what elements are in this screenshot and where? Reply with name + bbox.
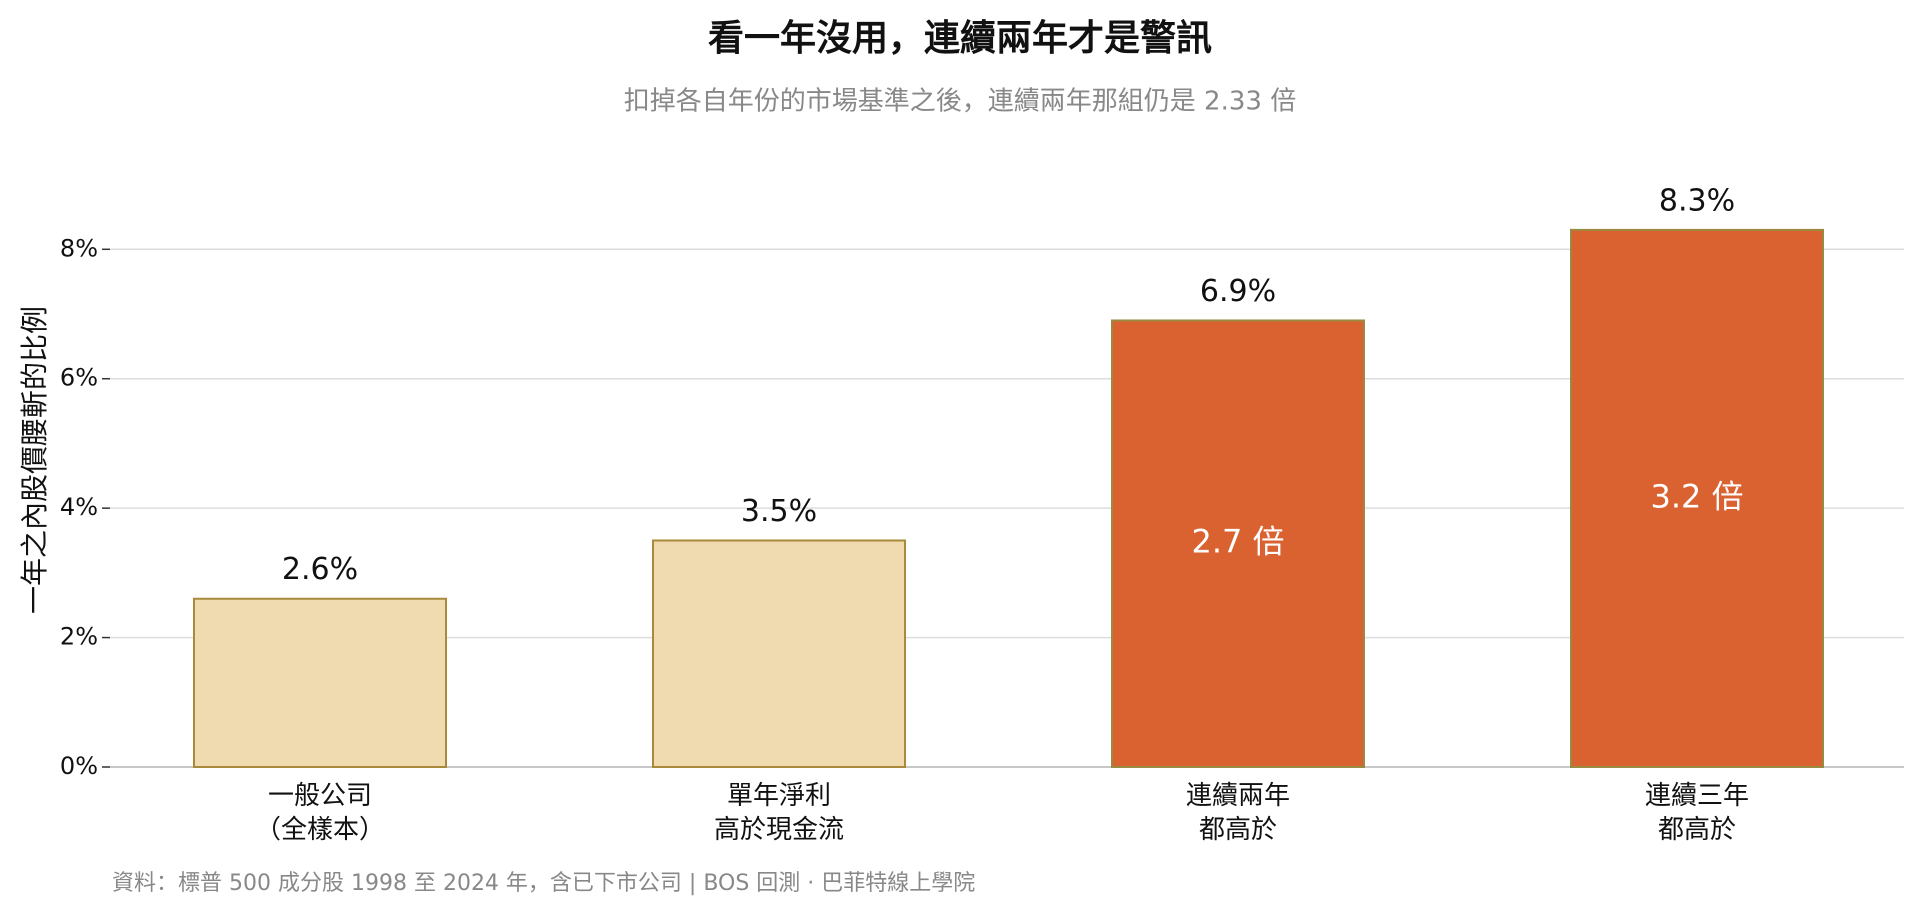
x-tick-label: 連續三年 都高於: [1644, 781, 1749, 845]
value-label: 3.5%: [741, 494, 817, 529]
x-tick-label: 連續兩年 都高於: [1185, 781, 1290, 845]
y-tick-label: 4%: [60, 493, 98, 521]
y-tick-label: 2%: [60, 623, 98, 651]
bar: [1570, 228, 1824, 768]
bar: [1111, 319, 1365, 768]
y-tick-label: 8%: [60, 234, 98, 262]
source-note: 資料：標普 500 成分股 1998 至 2024 年，含已下市公司 | BOS…: [112, 871, 975, 896]
chart-title: 看一年沒用，連續兩年才是警訊: [708, 18, 1212, 59]
bar: [652, 539, 906, 768]
ratio-label: 3.2 倍: [1650, 477, 1743, 515]
y-axis-label: 一年之內股價腰斬的比例: [18, 306, 51, 614]
ratio-label: 2.7 倍: [1191, 523, 1284, 561]
value-label: 8.3%: [1659, 183, 1735, 218]
x-tick-label: 單年淨利 高於現金流: [713, 781, 844, 845]
x-tick-label: 一般公司 （全樣本）: [254, 781, 385, 845]
y-tick-label: 6%: [60, 364, 98, 392]
chart-subtitle: 扣掉各自年份的市場基準之後，連續兩年那組仍是 2.33 倍: [624, 87, 1296, 117]
value-label: 6.9%: [1200, 274, 1276, 309]
bar: [193, 597, 447, 768]
y-tick-label: 0%: [60, 752, 98, 780]
value-label: 2.6%: [282, 552, 358, 587]
